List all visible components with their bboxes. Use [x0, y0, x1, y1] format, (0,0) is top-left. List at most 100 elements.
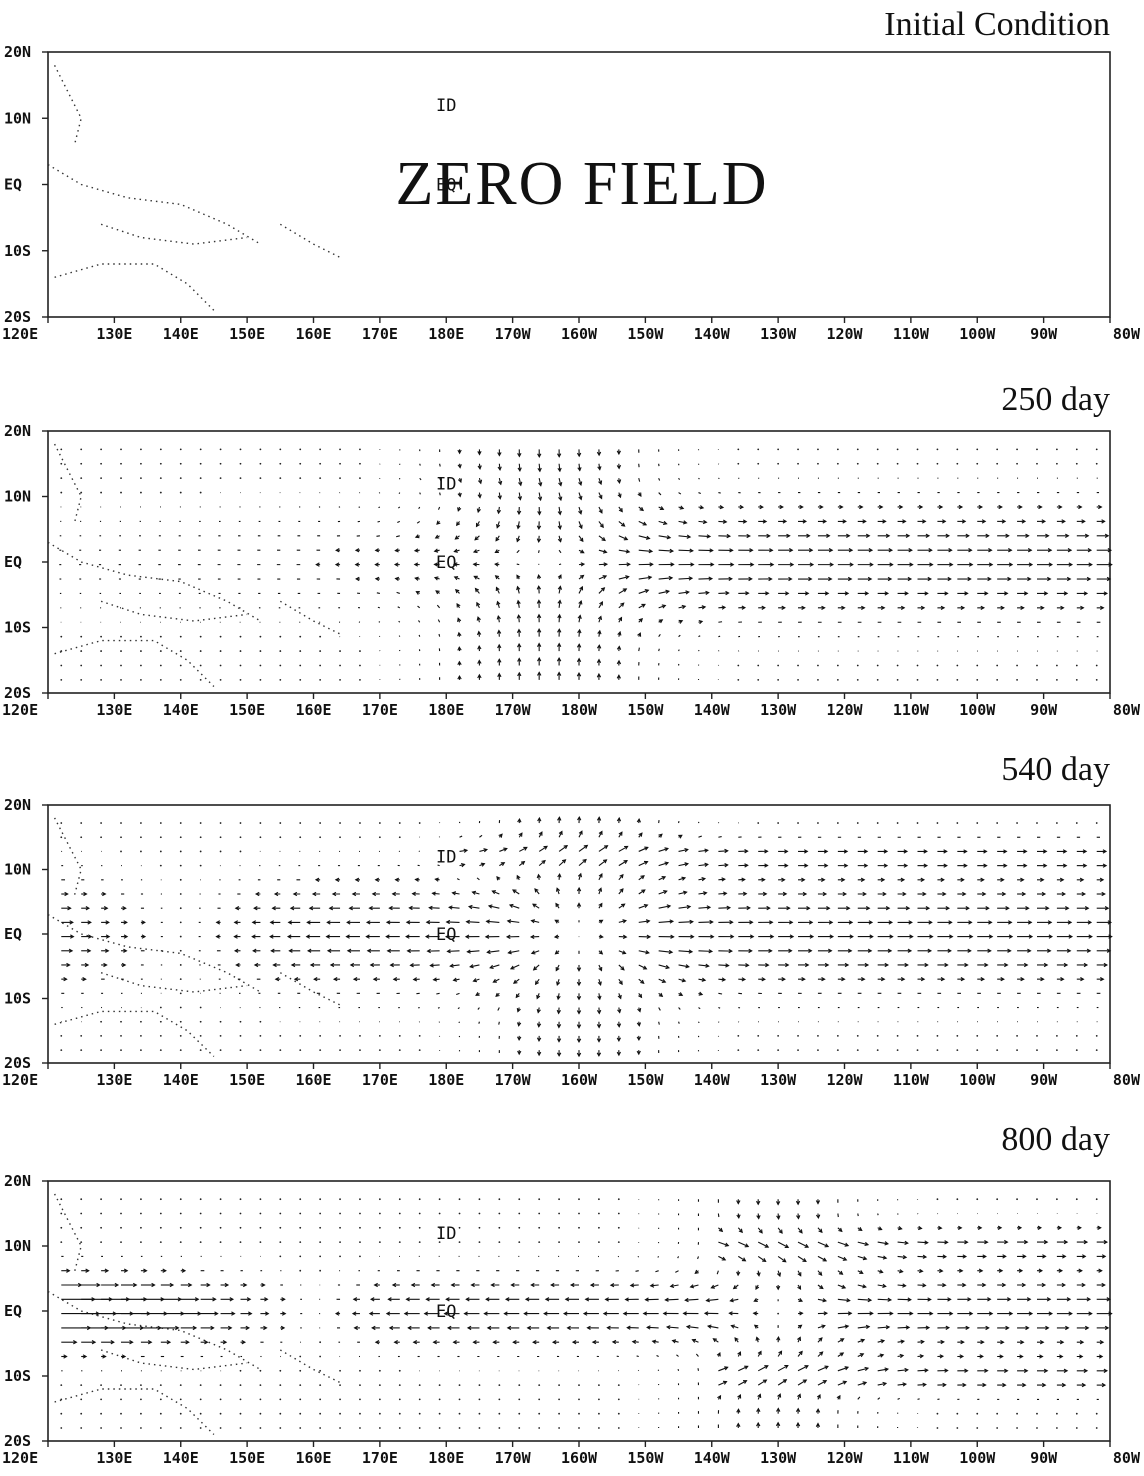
vector-arrowhead — [1045, 1325, 1050, 1331]
vector-dot — [199, 1398, 202, 1401]
vector-arrowhead — [1066, 576, 1072, 582]
vector-arrowhead — [1023, 962, 1029, 968]
vector-arrowhead — [778, 1229, 783, 1234]
vector-arrowhead — [828, 920, 834, 925]
vector-arrow — [457, 1007, 460, 1010]
vector-arrowhead — [517, 496, 523, 501]
vector-arrowhead — [602, 1311, 608, 1316]
vector-arrowhead — [1045, 906, 1050, 911]
vector-arrowhead — [637, 492, 642, 497]
vector-dot — [996, 1049, 999, 1051]
vector-dot — [558, 1398, 560, 1401]
vector-arrowhead — [1043, 863, 1048, 868]
vector-arrowhead — [665, 1325, 671, 1330]
vector-dot — [418, 1035, 421, 1037]
vector-arrowhead — [1102, 849, 1108, 854]
vector-dot — [80, 1226, 83, 1229]
vector-arrowhead — [526, 1325, 532, 1331]
vector-arrowhead — [582, 1311, 588, 1316]
vector-arrowhead — [815, 1408, 821, 1413]
vector-arrowhead — [579, 537, 584, 543]
vector-dot — [120, 491, 122, 494]
x-tick-label: 90W — [1030, 1071, 1058, 1089]
vector-arrowhead — [938, 1268, 944, 1273]
vector-arrowhead — [669, 1283, 675, 1289]
vector-arrowhead — [281, 1297, 286, 1302]
vector-arrowhead — [967, 576, 972, 582]
vector-arrowhead — [942, 1283, 947, 1288]
vector-arrow — [706, 1298, 719, 1302]
vector-arrowhead — [985, 906, 990, 911]
vector-arrowhead — [518, 832, 523, 837]
vector-arrow — [558, 859, 566, 867]
vector-arrow — [657, 1256, 660, 1258]
coastline — [47, 1193, 341, 1435]
vector-arrowhead — [122, 906, 127, 911]
vector-arrowhead — [1065, 906, 1070, 911]
vector-dot — [896, 448, 899, 451]
vector-arrowhead — [902, 1254, 908, 1260]
vector-dot — [1016, 1427, 1018, 1429]
vector-arrowhead — [82, 977, 87, 982]
vector-arrowhead — [445, 919, 451, 925]
vector-dot — [757, 1035, 760, 1037]
vector-arrowhead — [452, 562, 458, 567]
vector-dot — [578, 1427, 580, 1429]
vector-arrowhead — [597, 981, 602, 987]
vector-arrow — [656, 1354, 659, 1357]
vector-dot — [378, 1384, 381, 1386]
vector-arrowhead — [822, 1298, 828, 1303]
vector-arrowhead — [413, 548, 419, 553]
vector-arrow — [467, 950, 480, 953]
x-tick-label: 150E — [229, 1449, 265, 1467]
vector-arrowhead — [945, 906, 951, 911]
vector-arrow — [678, 1021, 680, 1024]
vector-arrowhead — [596, 658, 602, 664]
vector-arrowhead — [1020, 1340, 1025, 1345]
vector-arrowhead — [403, 1311, 409, 1316]
vector-arrow — [638, 576, 652, 580]
vector-arrowhead — [708, 576, 714, 581]
vector-arrowhead — [1021, 519, 1027, 524]
vector-arrowhead — [102, 1354, 107, 1359]
vector-dot — [1095, 462, 1098, 465]
vector-arrowhead — [756, 1272, 761, 1277]
vector-arrowhead — [981, 519, 987, 524]
x-tick-label: 170W — [495, 325, 532, 343]
vector-arrow — [396, 591, 400, 594]
vector-arrowhead — [1084, 1325, 1090, 1331]
vector-dot — [239, 679, 242, 681]
vector-arrowhead — [1103, 962, 1109, 968]
vector-dot — [219, 1427, 222, 1429]
vector-arrowhead — [948, 548, 953, 553]
vector-arrowhead — [821, 877, 826, 882]
vector-arrowhead — [306, 948, 312, 953]
vector-arrowhead — [1099, 877, 1105, 882]
vector-arrow — [638, 861, 648, 867]
vector-arrowhead — [1041, 891, 1047, 897]
vector-arrowhead — [536, 573, 542, 579]
vector-arrowhead — [496, 876, 501, 881]
vector-dot — [737, 664, 740, 667]
vector-arrowhead — [355, 576, 360, 582]
vector-arrowhead — [346, 920, 351, 925]
vector-arrowhead — [1047, 576, 1052, 582]
vector-arrowhead — [705, 1298, 711, 1303]
vector-arrow — [449, 906, 460, 909]
vector-arrow — [658, 633, 661, 637]
vector-arrowhead — [85, 1268, 90, 1273]
vector-dot — [159, 850, 162, 853]
vector-dot — [179, 864, 182, 867]
vector-arrowhead — [577, 815, 582, 821]
vector-dot — [1036, 1049, 1038, 1051]
vector-arrowhead — [701, 605, 707, 610]
vector-dot — [179, 1427, 182, 1429]
vector-arrowhead — [1061, 891, 1067, 897]
vector-arrowhead — [928, 920, 933, 925]
vector-arrow — [508, 950, 520, 954]
vector-arrowhead — [769, 920, 774, 925]
vector-dot — [817, 1049, 819, 1051]
vector-dot — [239, 1398, 242, 1401]
vector-arrowhead — [648, 549, 654, 554]
vector-arrow — [378, 635, 381, 638]
